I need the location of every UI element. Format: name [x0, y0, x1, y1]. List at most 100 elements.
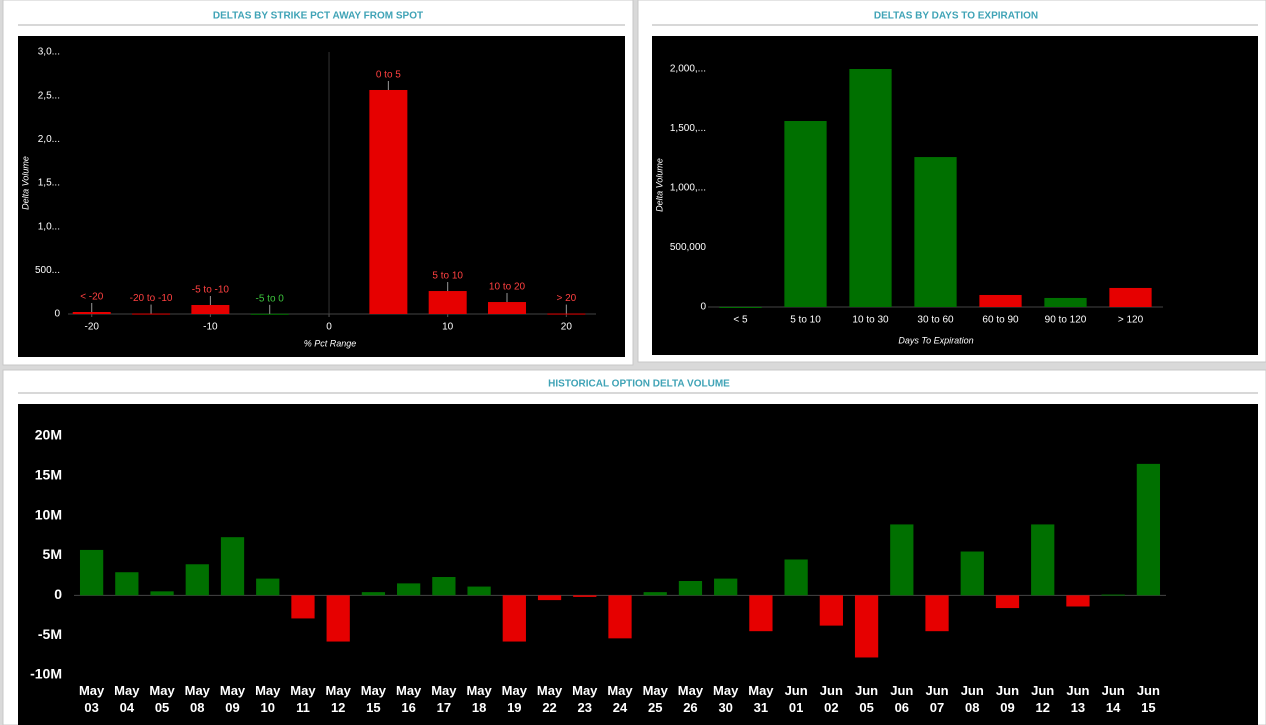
- bar: [890, 524, 914, 596]
- x-tick-label: Jun 13: [1066, 683, 1090, 715]
- bar: [854, 595, 879, 658]
- bar: [150, 591, 174, 596]
- y-tick-label: -5M: [38, 626, 62, 642]
- y-tick-label: 5M: [43, 546, 62, 562]
- x-tick-label: May 09: [219, 683, 246, 715]
- x-tick-label: 10 to 30: [852, 315, 889, 326]
- bar-label: -20 to -10: [130, 293, 173, 304]
- x-tick-label: May 03: [78, 683, 105, 715]
- x-tick-label: 30 to 60: [917, 315, 954, 326]
- bar: [1101, 594, 1125, 596]
- bar: [369, 89, 408, 315]
- bar: [72, 311, 111, 314]
- y-tick-label: 0: [54, 309, 60, 320]
- bar: [361, 592, 386, 596]
- x-tick-label: -20: [85, 322, 100, 333]
- x-tick-label: May 17: [431, 683, 457, 715]
- y-tick-label: 2,0...: [38, 134, 60, 145]
- bar: [995, 595, 1020, 609]
- bar: [256, 578, 280, 596]
- x-tick-label: May 23: [572, 683, 598, 715]
- bar: [979, 294, 1022, 307]
- x-tick-label: May 16: [395, 683, 422, 715]
- bar: [819, 595, 843, 626]
- x-tick-label: 20: [561, 322, 573, 333]
- y-tick-label: 1,5...: [38, 178, 60, 189]
- bar-label: > 20: [556, 293, 576, 304]
- y-tick-label: 0: [54, 586, 62, 602]
- bar: [467, 586, 491, 596]
- x-tick-label: May 24: [607, 683, 633, 715]
- x-axis-label: Days To Expiration: [898, 335, 973, 345]
- bar: [79, 549, 104, 596]
- bar: [132, 313, 171, 315]
- bar: [749, 595, 773, 632]
- x-tick-label: May 19: [501, 683, 527, 715]
- x-axis-label: % Pct Range: [304, 338, 357, 348]
- x-tick-label: May 30: [713, 683, 739, 715]
- bar-label: 5 to 10: [432, 271, 463, 282]
- bar: [1109, 287, 1152, 307]
- bar: [573, 595, 597, 597]
- bar: [1066, 595, 1090, 607]
- bar: [1031, 524, 1055, 596]
- x-tick-label: May 25: [642, 683, 668, 715]
- x-tick-label: 60 to 90: [982, 315, 1019, 326]
- x-tick-label: 5 to 10: [790, 315, 821, 326]
- x-tick-label: Jun 14: [1101, 683, 1125, 715]
- y-tick-label: 1,500,...: [670, 123, 706, 134]
- bar: [326, 595, 350, 642]
- bar: [432, 577, 456, 596]
- bar: [397, 583, 421, 596]
- x-tick-label: 0: [326, 322, 332, 333]
- x-tick-label: Jun 01: [784, 683, 808, 715]
- x-tick-label: 90 to 120: [1045, 315, 1087, 326]
- bar: [925, 595, 949, 632]
- bar: [1044, 297, 1087, 307]
- y-tick-label: -10M: [30, 666, 62, 682]
- plot-area: [18, 36, 625, 357]
- bar-label: 10 to 20: [489, 282, 526, 293]
- y-tick-label: 2,000,...: [670, 64, 706, 75]
- x-tick-label: May 31: [748, 683, 774, 715]
- x-tick-label: May 05: [149, 683, 175, 715]
- bar: [428, 291, 467, 314]
- y-tick-label: 0: [700, 302, 706, 313]
- x-tick-label: May 22: [536, 683, 563, 715]
- x-tick-label: May 18: [466, 683, 492, 715]
- bar: [250, 313, 289, 315]
- bar: [784, 121, 827, 308]
- y-tick-label: 2,5...: [38, 90, 60, 101]
- y-tick-label: 500...: [35, 265, 60, 276]
- x-tick-label: May 04: [114, 683, 140, 715]
- x-tick-label: < 5: [733, 315, 748, 326]
- x-tick-label: Jun 05: [855, 683, 879, 715]
- bar: [678, 580, 703, 596]
- bar: [191, 305, 230, 314]
- bar: [488, 302, 527, 314]
- x-tick-label: > 120: [1118, 315, 1144, 326]
- bar: [608, 595, 632, 639]
- x-tick-label: Jun 02: [819, 683, 843, 715]
- y-tick-label: 1,0...: [38, 221, 60, 232]
- bar: [914, 157, 957, 307]
- x-tick-label: Jun 06: [890, 683, 914, 715]
- bar: [115, 572, 139, 596]
- y-tick-label: 10M: [35, 506, 62, 522]
- chart-title: DELTAS BY STRIKE PCT AWAY FROM SPOT: [213, 11, 423, 22]
- bar-label: -5 to 0: [256, 293, 285, 304]
- y-tick-label: 1,000,...: [670, 183, 706, 194]
- bar: [849, 69, 892, 307]
- x-tick-label: Jun 12: [1031, 683, 1055, 715]
- y-axis-label: Delta Volume: [654, 158, 664, 212]
- bar: [643, 592, 667, 596]
- bar: [547, 313, 586, 315]
- x-tick-label: -10: [203, 322, 218, 333]
- x-tick-label: May 12: [325, 683, 351, 715]
- y-tick-label: 3,0...: [38, 47, 60, 58]
- bar: [291, 595, 315, 619]
- y-tick-label: 20M: [35, 427, 62, 443]
- bar: [502, 595, 526, 642]
